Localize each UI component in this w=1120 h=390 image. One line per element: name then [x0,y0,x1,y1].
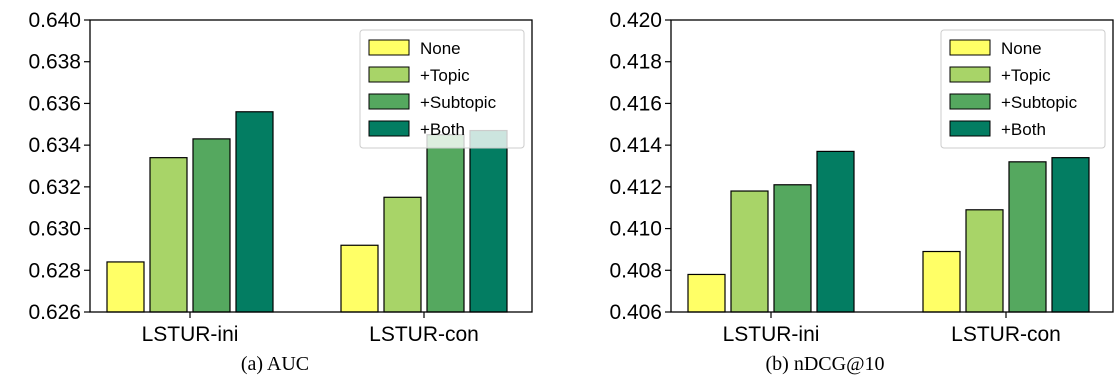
bar-subtopic-lstur-ini [773,184,812,313]
legend: None +Topic +Subtopic +Both [940,29,1106,149]
y-tick-label: 0.406 [609,301,662,324]
legend-label: +Subtopic [1001,93,1078,112]
bar-topic-lstur-ini [730,190,769,313]
bar-subtopic-lstur-con [426,134,465,313]
y-tick-label: 0.636 [28,92,81,115]
legend-swatch [368,66,410,83]
y-tick-label: 0.638 [28,51,81,74]
x-tick-label: LSTUR-con [369,323,479,346]
legend-swatch [949,66,991,83]
legend-box [940,29,1106,149]
legend-swatch [949,39,991,56]
y-tick-label: 0.626 [28,301,81,324]
bar-topic-lstur-con [383,196,422,313]
bar-topic-lstur-ini [149,157,188,313]
y-tick-label: 0.416 [609,92,662,115]
legend: None +Topic +Subtopic +Both [359,29,525,149]
y-tick-label: 0.420 [609,9,662,32]
legend-box [359,29,525,149]
y-tick-label: 0.630 [28,218,81,241]
bar-none-lstur-ini [106,261,145,313]
y-tick-label: 0.632 [28,176,81,199]
x-tick-label: LSTUR-ini [142,323,239,346]
y-tick-label: 0.418 [609,51,662,74]
axes-frame [670,19,1114,313]
legend-label: +Topic [1001,66,1051,85]
y-tick-label: 0.640 [28,9,81,32]
caption-ndcg: (b) nDCG@10 [765,353,885,375]
legend-label: None [420,39,461,58]
bar-none-lstur-ini [687,273,726,313]
bar-subtopic-lstur-con [1008,161,1047,313]
bar-none-lstur-con [922,250,961,313]
axes-frame [89,19,533,313]
legend-swatch [368,120,410,137]
y-tick-label: 0.628 [28,259,81,282]
legend-swatch [368,93,410,110]
bar-both-lstur-ini [235,111,274,313]
bar-topic-lstur-con [965,209,1004,313]
bar-both-lstur-con [1051,157,1090,313]
x-tick-label: LSTUR-con [951,323,1061,346]
bar-subtopic-lstur-ini [192,138,231,313]
y-tick-label: 0.412 [609,176,662,199]
legend-label: None [1001,39,1042,58]
chart-panel-auc: 0.626 0.628 0.630 0.632 0.634 0.636 0.638 0.640… [28,9,533,346]
y-tick-label: 0.410 [609,218,662,241]
y-tick-label: 0.414 [609,134,662,157]
chart-panel-ndcg: 0.406 0.408 0.410 0.412 0.414 0.416 0.418 0.420… [609,9,1114,346]
bar-both-lstur-ini [816,150,855,313]
bar-none-lstur-con [340,244,379,313]
legend-swatch [368,39,410,56]
x-tick-label: LSTUR-ini [723,323,820,346]
legend-swatch [949,93,991,110]
bar-both-lstur-con [469,129,508,313]
caption-auc: (a) AUC [240,353,310,375]
legend-label: +Both [420,120,465,139]
legend-label: +Subtopic [420,93,497,112]
legend-label: +Topic [420,66,470,85]
legend-label: +Both [1001,120,1046,139]
y-tick-label: 0.634 [28,134,81,157]
y-tick-label: 0.408 [609,259,662,282]
legend-swatch [949,120,991,137]
